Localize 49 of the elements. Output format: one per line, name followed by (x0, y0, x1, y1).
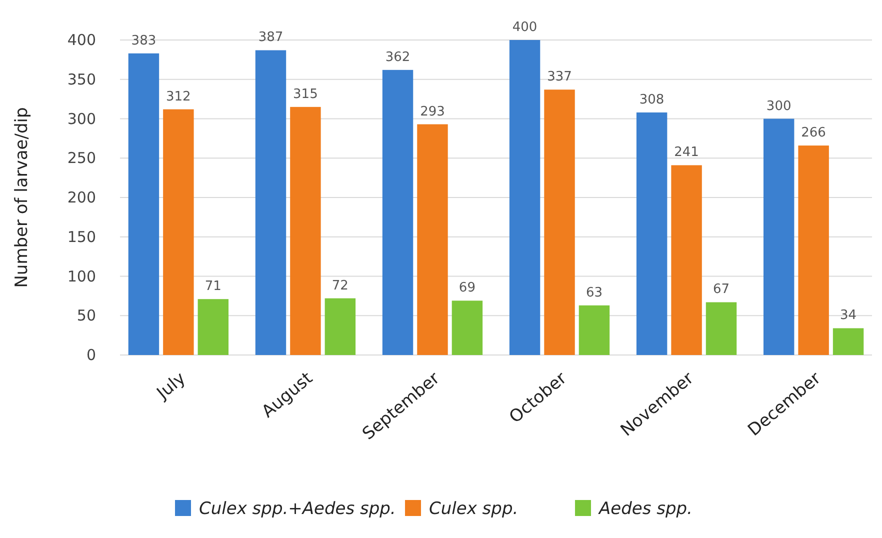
legend-label: Culex spp.+Aedes spp. (199, 499, 396, 519)
y-tick-label: 400 (67, 31, 96, 49)
data-label: 241 (674, 145, 699, 160)
y-axis-title: Number of larvae/dip (12, 107, 32, 288)
bar (452, 300, 483, 355)
data-label: 400 (512, 20, 538, 35)
bar (763, 118, 794, 355)
legend-label: Culex spp. (429, 499, 518, 519)
y-tick-label: 0 (86, 346, 96, 364)
bar (382, 70, 414, 355)
bar (290, 106, 321, 355)
data-label: 315 (293, 86, 318, 102)
y-tick-label: 300 (67, 110, 96, 128)
y-tick-label: 50 (76, 306, 96, 325)
data-label: 266 (801, 126, 826, 141)
data-label: 312 (166, 89, 191, 104)
bar (163, 109, 194, 355)
data-label: 71 (204, 279, 222, 294)
bar (417, 124, 448, 355)
bar (578, 305, 610, 355)
data-label: 387 (258, 30, 284, 46)
data-label: 293 (420, 104, 445, 120)
y-tick-label: 250 (67, 149, 96, 168)
y-tick-label: 150 (67, 228, 96, 246)
data-label: 72 (332, 278, 348, 294)
bar (636, 112, 668, 355)
bar (671, 165, 702, 355)
data-label: 337 (547, 70, 572, 85)
y-tick-label: 200 (67, 188, 96, 206)
data-label: 34 (840, 308, 857, 324)
data-label: 362 (385, 50, 410, 65)
bar (128, 53, 160, 355)
data-label: 67 (712, 282, 730, 298)
y-tick-label: 350 (67, 70, 96, 88)
data-label: 69 (458, 280, 476, 296)
bar (544, 90, 575, 355)
bar (832, 328, 864, 355)
data-label: 308 (639, 92, 664, 108)
bar (706, 302, 737, 355)
data-label: 383 (131, 33, 156, 48)
bar (798, 146, 829, 355)
y-tick-label: 100 (67, 267, 96, 286)
data-label: 63 (586, 285, 603, 300)
bar (509, 40, 540, 355)
bar (324, 298, 356, 355)
bar (255, 50, 286, 355)
legend-label: Aedes spp. (598, 499, 692, 519)
bar (198, 299, 229, 355)
data-label: 300 (766, 98, 792, 114)
